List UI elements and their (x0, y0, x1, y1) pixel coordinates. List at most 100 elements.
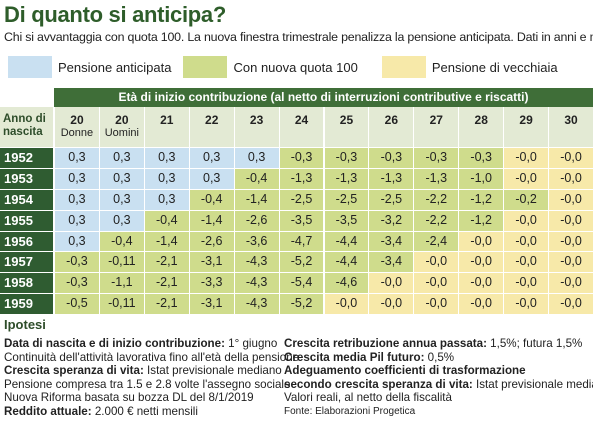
row-year: 1959 (0, 293, 53, 314)
cell: -1,3 (413, 167, 459, 189)
cell: -1,3 (368, 167, 414, 189)
column-header: 20 Uomini (98, 107, 144, 147)
cell: -0,4 (188, 188, 234, 210)
column-sub: Donne (60, 127, 94, 139)
cell: -2,5 (278, 188, 324, 210)
cell: -4,3 (233, 293, 279, 314)
note-line: Nuova Riforma basata su bozza DL del 8/1… (4, 391, 299, 405)
note-line: Crescita media Pil futuro: 0,5% (284, 351, 593, 365)
cell: -3,4 (368, 251, 414, 273)
legend-swatch (183, 56, 228, 78)
cell: -3,5 (323, 209, 369, 231)
cell: -3,1 (188, 251, 234, 273)
cell: -0,0 (458, 272, 504, 294)
cell: -0,3 (413, 147, 459, 168)
note-text: 2.000 € netti mensili (91, 404, 198, 418)
cell: -0,11 (98, 293, 144, 314)
cell: 0,3 (98, 167, 144, 189)
cell: -2,2 (413, 188, 459, 210)
cell: -4,4 (323, 230, 369, 252)
note-line: Continuità dell'attività lavorativa fino… (4, 351, 299, 365)
column-header: 24 (278, 107, 324, 147)
legend-item: Pensione di vecchiaia (381, 56, 558, 78)
column-header: 26 (368, 107, 414, 147)
cell: -0,3 (368, 147, 414, 168)
cell: -0,11 (98, 251, 144, 273)
legend-label: Pensione di vecchiaia (431, 59, 558, 75)
row-year: 1954 (0, 188, 53, 210)
cell: -0,3 (54, 251, 99, 273)
cell: -0,0 (368, 272, 414, 294)
column-header: 25 (323, 107, 369, 147)
cell: 0,3 (188, 167, 234, 189)
cell: -4,4 (323, 251, 369, 273)
legend: Pensione anticipata Con nuova quota 100 Pe… (0, 56, 593, 78)
cell: -1,4 (188, 209, 234, 231)
column-age: 27 (429, 113, 443, 127)
column-age: 25 (339, 113, 354, 127)
cell: -0,0 (548, 188, 593, 210)
note-line: Valori reali, al netto della fiscalità (284, 391, 593, 405)
notes-column: Data di nascita e di inizio contribuzion… (4, 337, 299, 419)
note-bold: Crescita retribuzione annua passata: (284, 337, 487, 350)
cell: -0,0 (458, 251, 504, 273)
cell: -1,1 (98, 272, 144, 294)
note-text: Valori reali, al netto della fiscalità (284, 391, 452, 405)
cell: -4,6 (323, 272, 369, 294)
cell: -0,0 (548, 147, 593, 168)
cell: 0,3 (98, 209, 144, 231)
cell: -0,0 (548, 251, 593, 273)
cell: -0,0 (413, 272, 459, 294)
cell: -0,2 (503, 188, 549, 210)
legend-label: Pensione anticipata (58, 59, 172, 75)
cell: 0,3 (143, 167, 189, 189)
column-header: 21 (143, 107, 189, 147)
cell: -2,6 (188, 230, 234, 252)
column-age: 21 (160, 113, 174, 127)
notes-column: Crescita retribuzione annua passata: 1,5… (284, 337, 593, 419)
cell: -0,0 (368, 293, 414, 314)
cell: -3,1 (188, 293, 234, 314)
cell: -0,0 (503, 272, 549, 294)
column-age: 29 (519, 113, 533, 127)
cell: -0,0 (503, 293, 549, 314)
cell: -0,0 (548, 209, 593, 231)
column-age: 30 (564, 113, 578, 127)
cell: -2,6 (233, 209, 279, 231)
note-bold: secondo crescita speranza di vita: (284, 377, 473, 391)
row-year: 1955 (0, 209, 53, 231)
note-line: secondo crescita speranza di vita: Istat… (284, 378, 593, 392)
cell: -0,3 (458, 147, 504, 168)
legend-swatch (381, 56, 426, 78)
cell: -2,4 (413, 230, 459, 252)
column-age: 26 (384, 113, 399, 127)
cell: -0,3 (54, 272, 99, 294)
cell: -2,1 (143, 251, 189, 273)
cell: -1,2 (458, 209, 504, 231)
cell: 0,3 (233, 147, 279, 168)
cell: -2,5 (368, 188, 414, 210)
note-bold: Data di nascita e di inizio contribuzion… (4, 337, 225, 350)
note-line: Adeguamento coefficienti di trasformazio… (284, 364, 593, 378)
legend-swatch (8, 56, 52, 78)
column-header: 20 Donne (54, 107, 99, 147)
note-text: 0,5% (424, 350, 455, 364)
row-header: Anno di nascita (0, 107, 53, 147)
cell: -1,3 (278, 167, 324, 189)
cell: -0,4 (233, 167, 279, 189)
note-text: Istat previsionale mediano (143, 364, 282, 378)
note-line: Pensione compresa tra 1.5 e 2.8 volte l'… (4, 378, 299, 392)
note-bold: Crescita speranza di vita: (4, 364, 144, 378)
cell: 0,3 (54, 147, 99, 168)
cell: -4,7 (278, 230, 324, 252)
note-text: 1° giugno (224, 337, 278, 350)
column-header: 30 (548, 107, 593, 147)
cell: -0,0 (503, 209, 549, 231)
cell: -3,3 (188, 272, 234, 294)
cell: 0,3 (54, 167, 99, 189)
cell: -2,5 (323, 188, 369, 210)
cell: -0,0 (323, 293, 369, 314)
column-header: 22 (188, 107, 234, 147)
row-year: 1953 (0, 167, 53, 189)
